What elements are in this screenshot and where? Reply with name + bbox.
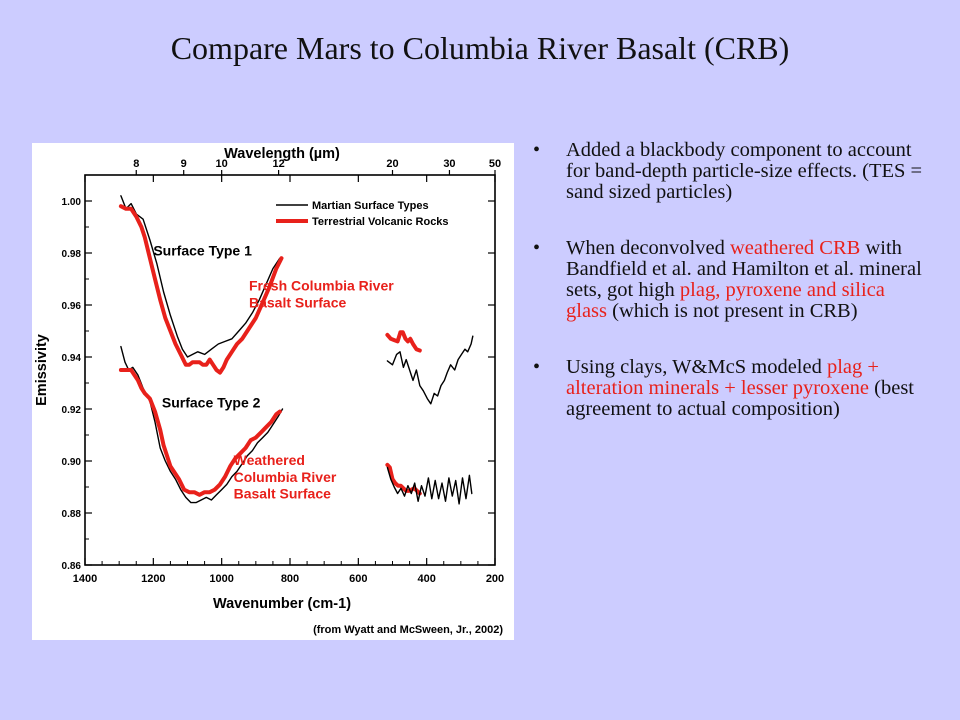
highlighted-text: plag, pyroxene and silica glass <box>566 279 885 322</box>
slide-title: Compare Mars to Columbia River Basalt (C… <box>170 30 790 66</box>
x-tick-label: 200 <box>486 573 504 585</box>
bullet-list: • Added a blackbody component to account … <box>528 140 928 455</box>
terrestrial-series-line <box>118 368 282 497</box>
x-tick-label: 1400 <box>73 573 97 585</box>
bullet-text: When deconvolved <box>566 237 730 259</box>
x2-axis-title: Wavelength (µm) <box>224 146 340 162</box>
x-tick-label: 400 <box>417 573 435 585</box>
terrestrial-series-line <box>385 330 422 353</box>
x2-tick-label: 8 <box>133 158 139 170</box>
bullet-marker: • <box>533 356 541 378</box>
bullet-text: (best agreement to actual composition) <box>566 377 914 420</box>
y-tick-label: 0.88 <box>62 509 82 520</box>
bullet-item: • When deconvolved weathered CRB with Ban… <box>528 238 928 322</box>
bullet-item: • Using clays, W&McS modeled plag + alter… <box>528 357 928 420</box>
sample-annotation: Basalt Surface <box>249 295 346 311</box>
sample-annotation: Fresh Columbia River <box>249 278 394 294</box>
plot-frame <box>84 174 496 566</box>
mars-series-line <box>120 195 281 358</box>
y-tick-label: 0.94 <box>62 353 82 364</box>
mars-series-line <box>386 466 473 505</box>
y-tick-label: 0.90 <box>62 457 82 468</box>
y-tick-label: 0.96 <box>62 301 82 312</box>
terrestrial-series-line <box>118 204 284 375</box>
bullet-marker: • <box>533 237 541 259</box>
bullet-text: Added a blackbody component to account f… <box>566 139 923 203</box>
x2-tick-label: 10 <box>216 158 228 170</box>
x-axis-title: Wavenumber (cm-1) <box>213 596 351 612</box>
highlighted-text: weathered CRB <box>729 237 861 259</box>
bullet-marker: • <box>533 139 541 161</box>
x-tick-label: 1200 <box>141 573 165 585</box>
bullet-item: • Added a blackbody component to account … <box>528 140 928 203</box>
surface-type-annotation: Surface Type 1 <box>153 243 252 259</box>
x-tick-label: 800 <box>281 573 299 585</box>
x2-tick-label: 30 <box>443 158 455 170</box>
legend: Martian Surface Types Terrestrial Volcan… <box>276 200 449 228</box>
x-tick-label: 1000 <box>209 573 233 585</box>
chart-text: Wavelength (µm) Wavenumber (cm-1) Emissi… <box>34 146 504 636</box>
terrestrial-series-line <box>385 462 422 496</box>
y-tick-label: 0.86 <box>62 561 82 572</box>
sample-annotation: Columbia River <box>234 469 337 485</box>
x2-tick-label: 20 <box>386 158 398 170</box>
sample-annotation: Weathered <box>234 452 305 468</box>
series-lines <box>118 195 474 505</box>
surface-type-annotation: Surface Type 2 <box>162 395 261 411</box>
axis-ticks <box>84 170 496 566</box>
bullet-text: with Bandfield et al. and Hamilton et al… <box>566 237 922 301</box>
x2-tick-label: 50 <box>489 158 501 170</box>
x2-tick-label: 12 <box>272 158 284 170</box>
sample-annotation: Basalt Surface <box>234 486 331 502</box>
x-tick-label: 600 <box>349 573 367 585</box>
y-axis-title: Emissivity <box>34 334 50 406</box>
figure-credit: (from Wyatt and McSween, Jr., 2002) <box>313 624 503 636</box>
y-tick-label: 0.92 <box>62 405 82 416</box>
bullet-text: Using clays, W&McS modeled <box>566 356 827 378</box>
y-tick-label: 0.98 <box>62 249 82 260</box>
bullet-text: (which is not present in CRB) <box>607 300 858 322</box>
y-tick-label: 1.00 <box>62 197 82 208</box>
mars-series-line <box>386 335 474 405</box>
highlighted-text: plag + alteration minerals + lesser pyro… <box>566 356 879 399</box>
x2-tick-label: 9 <box>181 158 187 170</box>
legend-label-terrestrial: Terrestrial Volcanic Rocks <box>312 216 449 228</box>
legend-label-mars: Martian Surface Types <box>312 200 429 212</box>
emissivity-figure: Wavelength (µm) Wavenumber (cm-1) Emissi… <box>32 143 514 640</box>
emissivity-chart: Wavelength (µm) Wavenumber (cm-1) Emissi… <box>34 146 504 636</box>
